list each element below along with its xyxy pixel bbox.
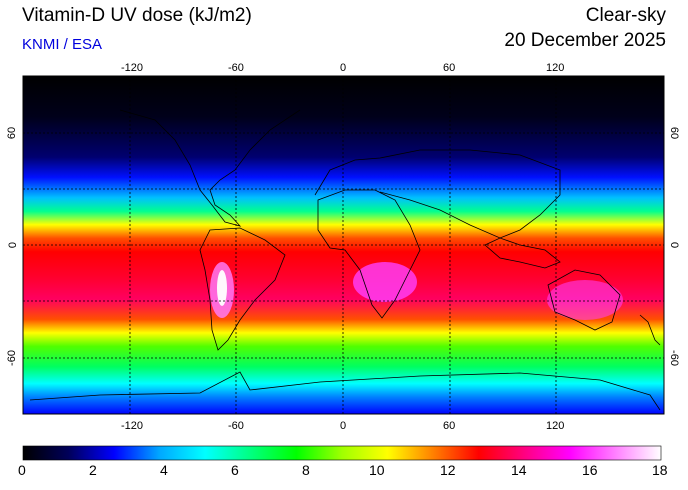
- uv-hotspots: [210, 262, 623, 320]
- andes-peak: [217, 270, 227, 306]
- antarctica-coast: [29, 371, 661, 411]
- lat-tick-left: 60: [6, 126, 19, 140]
- lon-tick-bottom: 120: [546, 420, 565, 432]
- colorbar-tick: 16: [582, 462, 598, 478]
- australia-coast: [547, 269, 621, 331]
- africa-coast: [317, 189, 421, 319]
- colorbar-tick: 12: [440, 462, 456, 478]
- colorbar-tick: 18: [652, 462, 668, 478]
- colorbar-tick: 8: [302, 462, 310, 478]
- lon-tick-top: 0: [340, 62, 347, 74]
- lon-tick-top: 60: [443, 62, 456, 74]
- eurasia-coast: [314, 149, 561, 239]
- coastlines: [29, 109, 661, 411]
- lat-tick-right: 60: [668, 126, 681, 140]
- colorbar-tick: 2: [89, 462, 97, 478]
- colorbar-tick: 10: [369, 462, 385, 478]
- colorbar: [23, 446, 661, 460]
- lon-tick-bottom: 0: [340, 420, 347, 432]
- map-frame: [22, 75, 665, 415]
- colorbar-tick: 6: [231, 462, 239, 478]
- lon-tick-bottom: 60: [443, 420, 456, 432]
- lon-tick-bottom: -60: [228, 420, 244, 432]
- africa-hotspot: [353, 262, 417, 302]
- north-america-coast: [119, 109, 301, 227]
- map-date: 20 December 2025: [504, 30, 666, 51]
- indonesia-coast: [484, 237, 561, 269]
- colorbar-tick: 4: [160, 462, 168, 478]
- lon-tick-top: -60: [228, 62, 244, 74]
- colorbar-tick: 0: [18, 462, 26, 478]
- colorbar-frame: [22, 445, 662, 461]
- sky-mode-label: Clear-sky: [585, 5, 666, 26]
- lon-tick-top: 120: [546, 62, 565, 74]
- graticule: [23, 76, 664, 414]
- map-title: Vitamin-D UV dose (kJ/m2): [22, 5, 252, 26]
- australia-hotspot: [547, 280, 623, 320]
- lat-tick-right: -60: [667, 350, 680, 366]
- lon-tick-top: -120: [121, 62, 144, 74]
- lat-tick-left: -60: [5, 350, 18, 366]
- lat-tick-left: 0: [7, 241, 20, 249]
- data-source-label: KNMI / ESA: [22, 36, 103, 53]
- lat-tick-right: 0: [668, 241, 681, 249]
- lon-tick-bottom: -120: [121, 420, 144, 432]
- south-america-coast: [199, 227, 286, 351]
- colorbar-tick: 14: [511, 462, 527, 478]
- new-zealand-coast: [639, 314, 661, 346]
